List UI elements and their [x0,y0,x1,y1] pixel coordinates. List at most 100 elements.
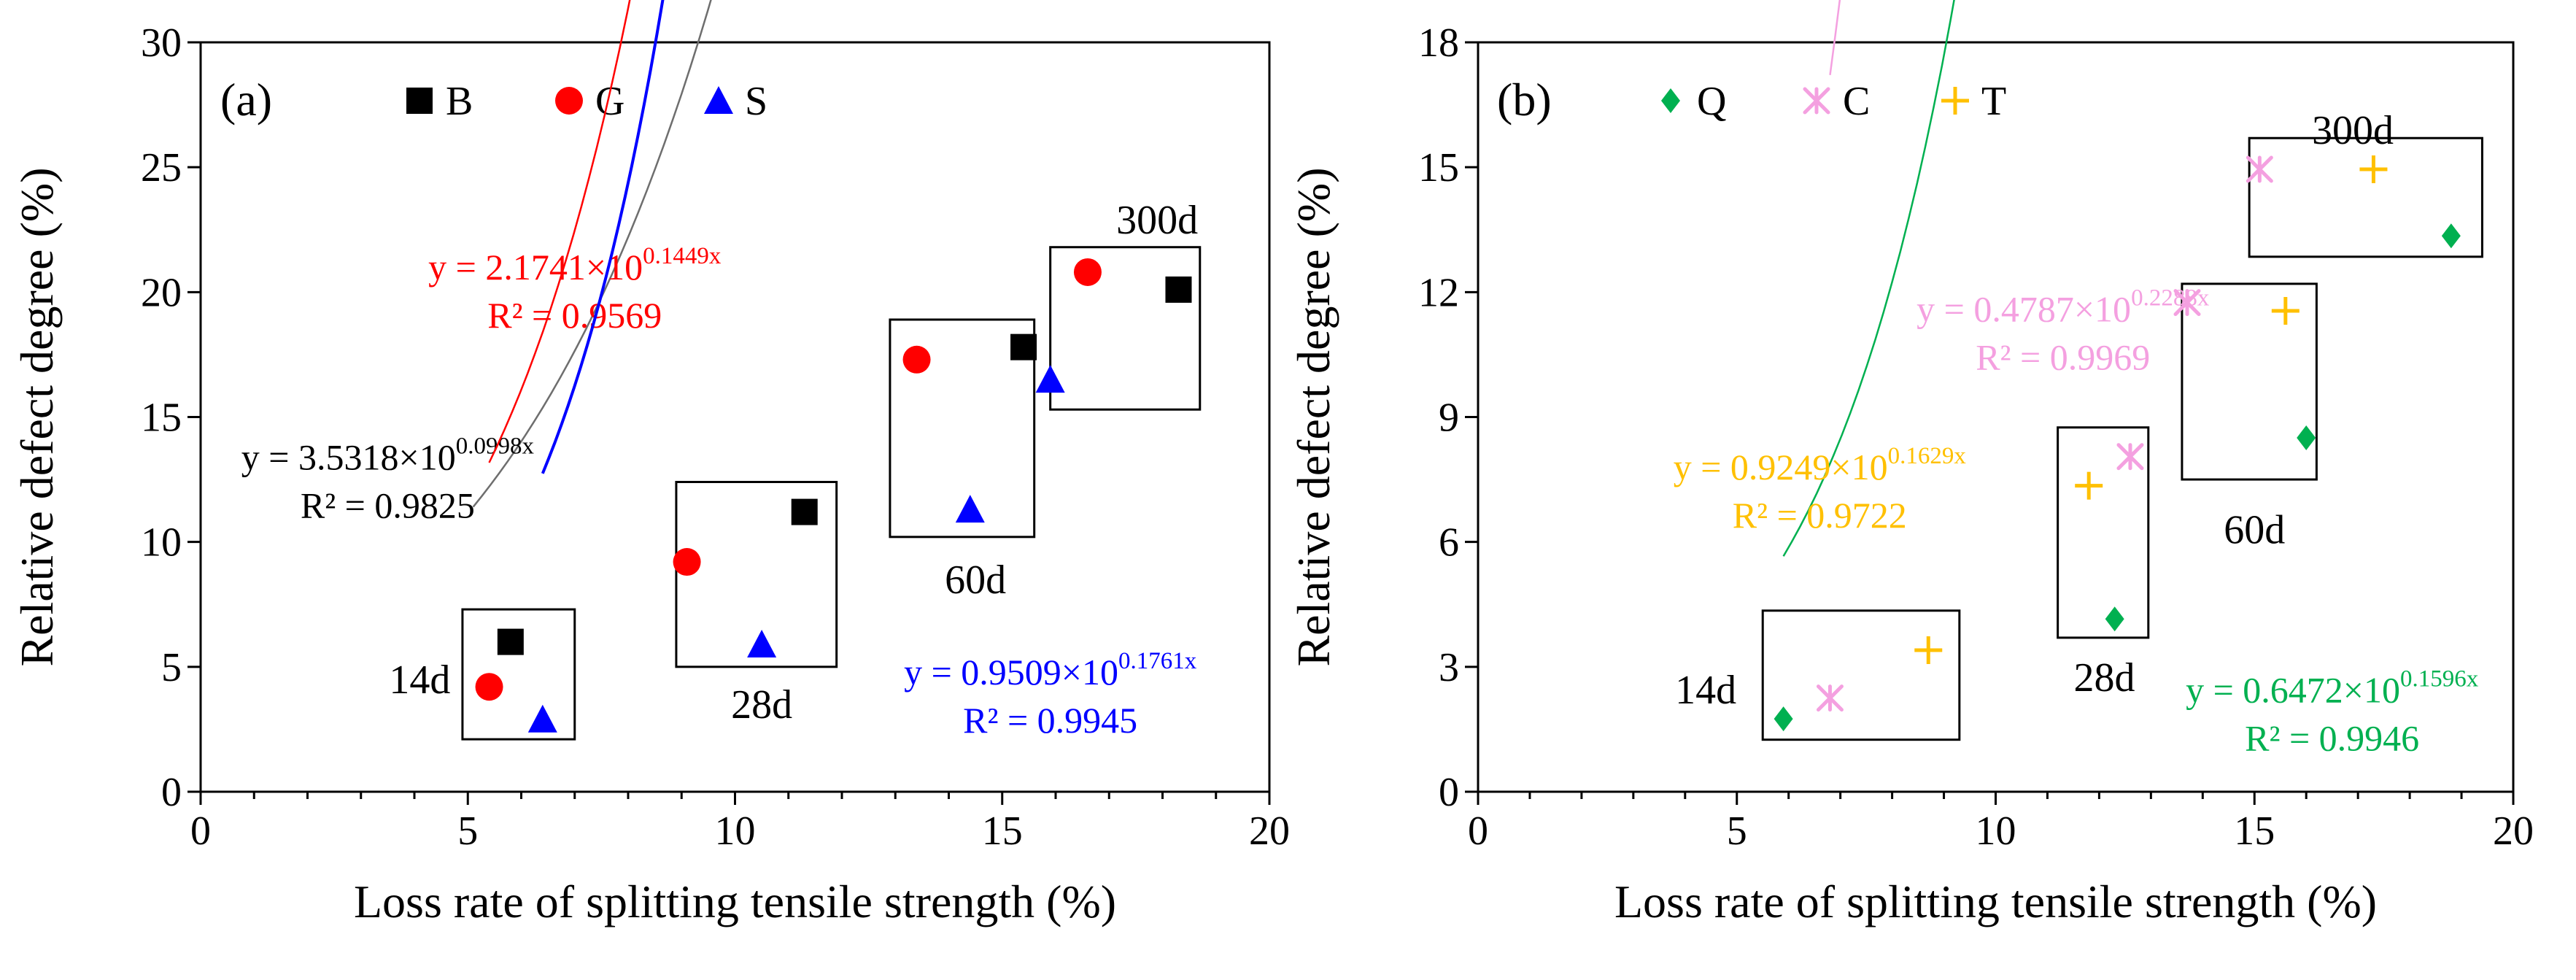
group-label-28d: 28d [2073,655,2135,701]
data-point-B [1165,276,1192,303]
y-tick-label: 30 [141,20,182,66]
group-label-14d: 14d [1675,668,1736,713]
data-point-C [2116,443,2144,471]
y-tick-label: 12 [1418,270,1459,315]
group-label-300d: 300d [1116,198,1198,243]
equation-exponent: 0.1629x [1888,443,1967,469]
panel-label: (b) [1497,74,1552,126]
equation-base: y = 0.6472×10 [2186,669,2400,710]
data-point-Q [1774,706,1793,732]
data-point-C [2173,289,2201,317]
legend-label-G: G [595,79,624,124]
legend-marker-Q [1661,88,1680,113]
legend-marker-C [1803,87,1830,115]
equation-base: y = 0.9249×10 [1674,447,1888,487]
fit-r2-C: R² = 0.9969 [1976,336,2150,377]
equation-exponent: 0.1596x [2400,665,2479,692]
group-box-28d [675,481,838,668]
legend-label-T: T [1981,79,2006,124]
x-axis-title: Loss rate of splitting tensile strength … [1614,876,2377,927]
x-tick-label: 20 [1249,809,1290,854]
y-tick-label: 15 [141,396,182,441]
y-tick-label: 20 [141,270,182,315]
fit-curve-S [541,0,665,474]
data-point-S [955,495,985,523]
fit-equation-Q: y = 0.6472×100.1596x [2186,665,2479,710]
equation-exponent: 0.0998x [456,433,535,459]
data-point-G [475,673,503,701]
chart-panel-a: 0 5 10 15 20 0 5 10 15 20 25 30 Loss rate of splitti… [11,0,1290,927]
chart-panel-b: 0 5 10 15 20 0 3 6 9 12 15 18 Loss rate of splitting… [1288,0,2534,927]
fit-curve-Q [1782,0,1955,557]
fit-equation-T: y = 0.9249×100.1629x [1674,443,1967,487]
x-tick-label: 5 [1727,809,1747,854]
group-label-60d: 60d [945,557,1006,603]
y-tick-label: 0 [161,770,182,815]
x-tick-label: 15 [2234,809,2275,854]
equation-base: y = 3.5318×10 [241,436,456,477]
legend-marker-G [555,87,583,115]
data-point-Q [2105,606,2124,632]
legend-label-S: S [745,79,767,124]
data-point-Q [2297,425,2316,451]
data-point-S [527,704,557,733]
data-point-T [1914,636,1943,665]
y-tick-label: 5 [161,645,182,690]
fit-r2-B: R² = 0.9825 [301,485,475,525]
fit-equation-S: y = 0.9509×100.1761x [904,648,1197,692]
data-point-S [1035,365,1065,393]
data-point-C [1816,684,1844,712]
group-box-14d [1761,609,1961,741]
group-box-60d [2181,282,2318,481]
y-tick-label: 3 [1439,645,1459,690]
panel-label: (a) [220,74,272,126]
data-point-G [902,345,931,374]
fit-r2-T: R² = 0.9722 [1733,495,1907,536]
fit-equation-B: y = 3.5318×100.0998x [241,433,535,477]
y-axis-title: Relative defect degree (%) [11,167,63,666]
legend-label-C: C [1843,79,1870,124]
fit-curve-B [472,0,712,508]
x-tick-label: 10 [1976,809,2016,854]
group-box-60d [889,318,1036,539]
data-point-B [791,498,818,525]
equation-exponent: 0.2288x [2131,285,2210,311]
data-point-T [2359,155,2388,184]
y-tick-label: 15 [1418,145,1459,190]
fit-r2-G: R² = 0.9569 [487,295,662,336]
data-point-T [2075,471,2103,500]
data-point-C [2246,155,2273,183]
equation-exponent: 0.1449x [643,243,722,269]
group-box-28d [2057,426,2150,639]
x-tick-label: 0 [1468,809,1488,854]
group-label-28d: 28d [731,682,792,728]
legend-marker-B [406,88,433,114]
x-tick-label: 5 [457,809,478,854]
y-tick-label: 25 [141,145,182,190]
x-tick-label: 10 [715,809,756,854]
data-point-T [2271,297,2300,325]
group-label-300d: 300d [2312,108,2394,153]
data-point-B [1010,333,1037,360]
equation-base: y = 0.9509×10 [904,652,1118,692]
group-label-14d: 14d [389,657,450,703]
group-box-300d [2248,136,2483,258]
legend-label-Q: Q [1697,79,1726,124]
equation-base: y = 0.4787×10 [1916,288,2131,329]
fit-r2-S: R² = 0.9945 [963,700,1137,741]
fit-equation-C: y = 0.4787×100.2288x [1916,285,2210,329]
data-point-B [497,628,524,655]
y-axis-title: Relative defect degree (%) [1288,167,1339,666]
group-box-300d [1049,246,1202,411]
y-tick-label: 0 [1439,770,1459,815]
x-tick-label: 0 [190,809,211,854]
data-point-S [747,630,777,658]
y-tick-label: 9 [1439,396,1459,441]
y-tick-label: 6 [1439,520,1459,566]
legend-label-B: B [446,79,473,124]
legend-marker-S [704,86,733,114]
fit-r2-Q: R² = 0.9946 [2245,717,2419,758]
y-tick-label: 10 [141,520,182,566]
